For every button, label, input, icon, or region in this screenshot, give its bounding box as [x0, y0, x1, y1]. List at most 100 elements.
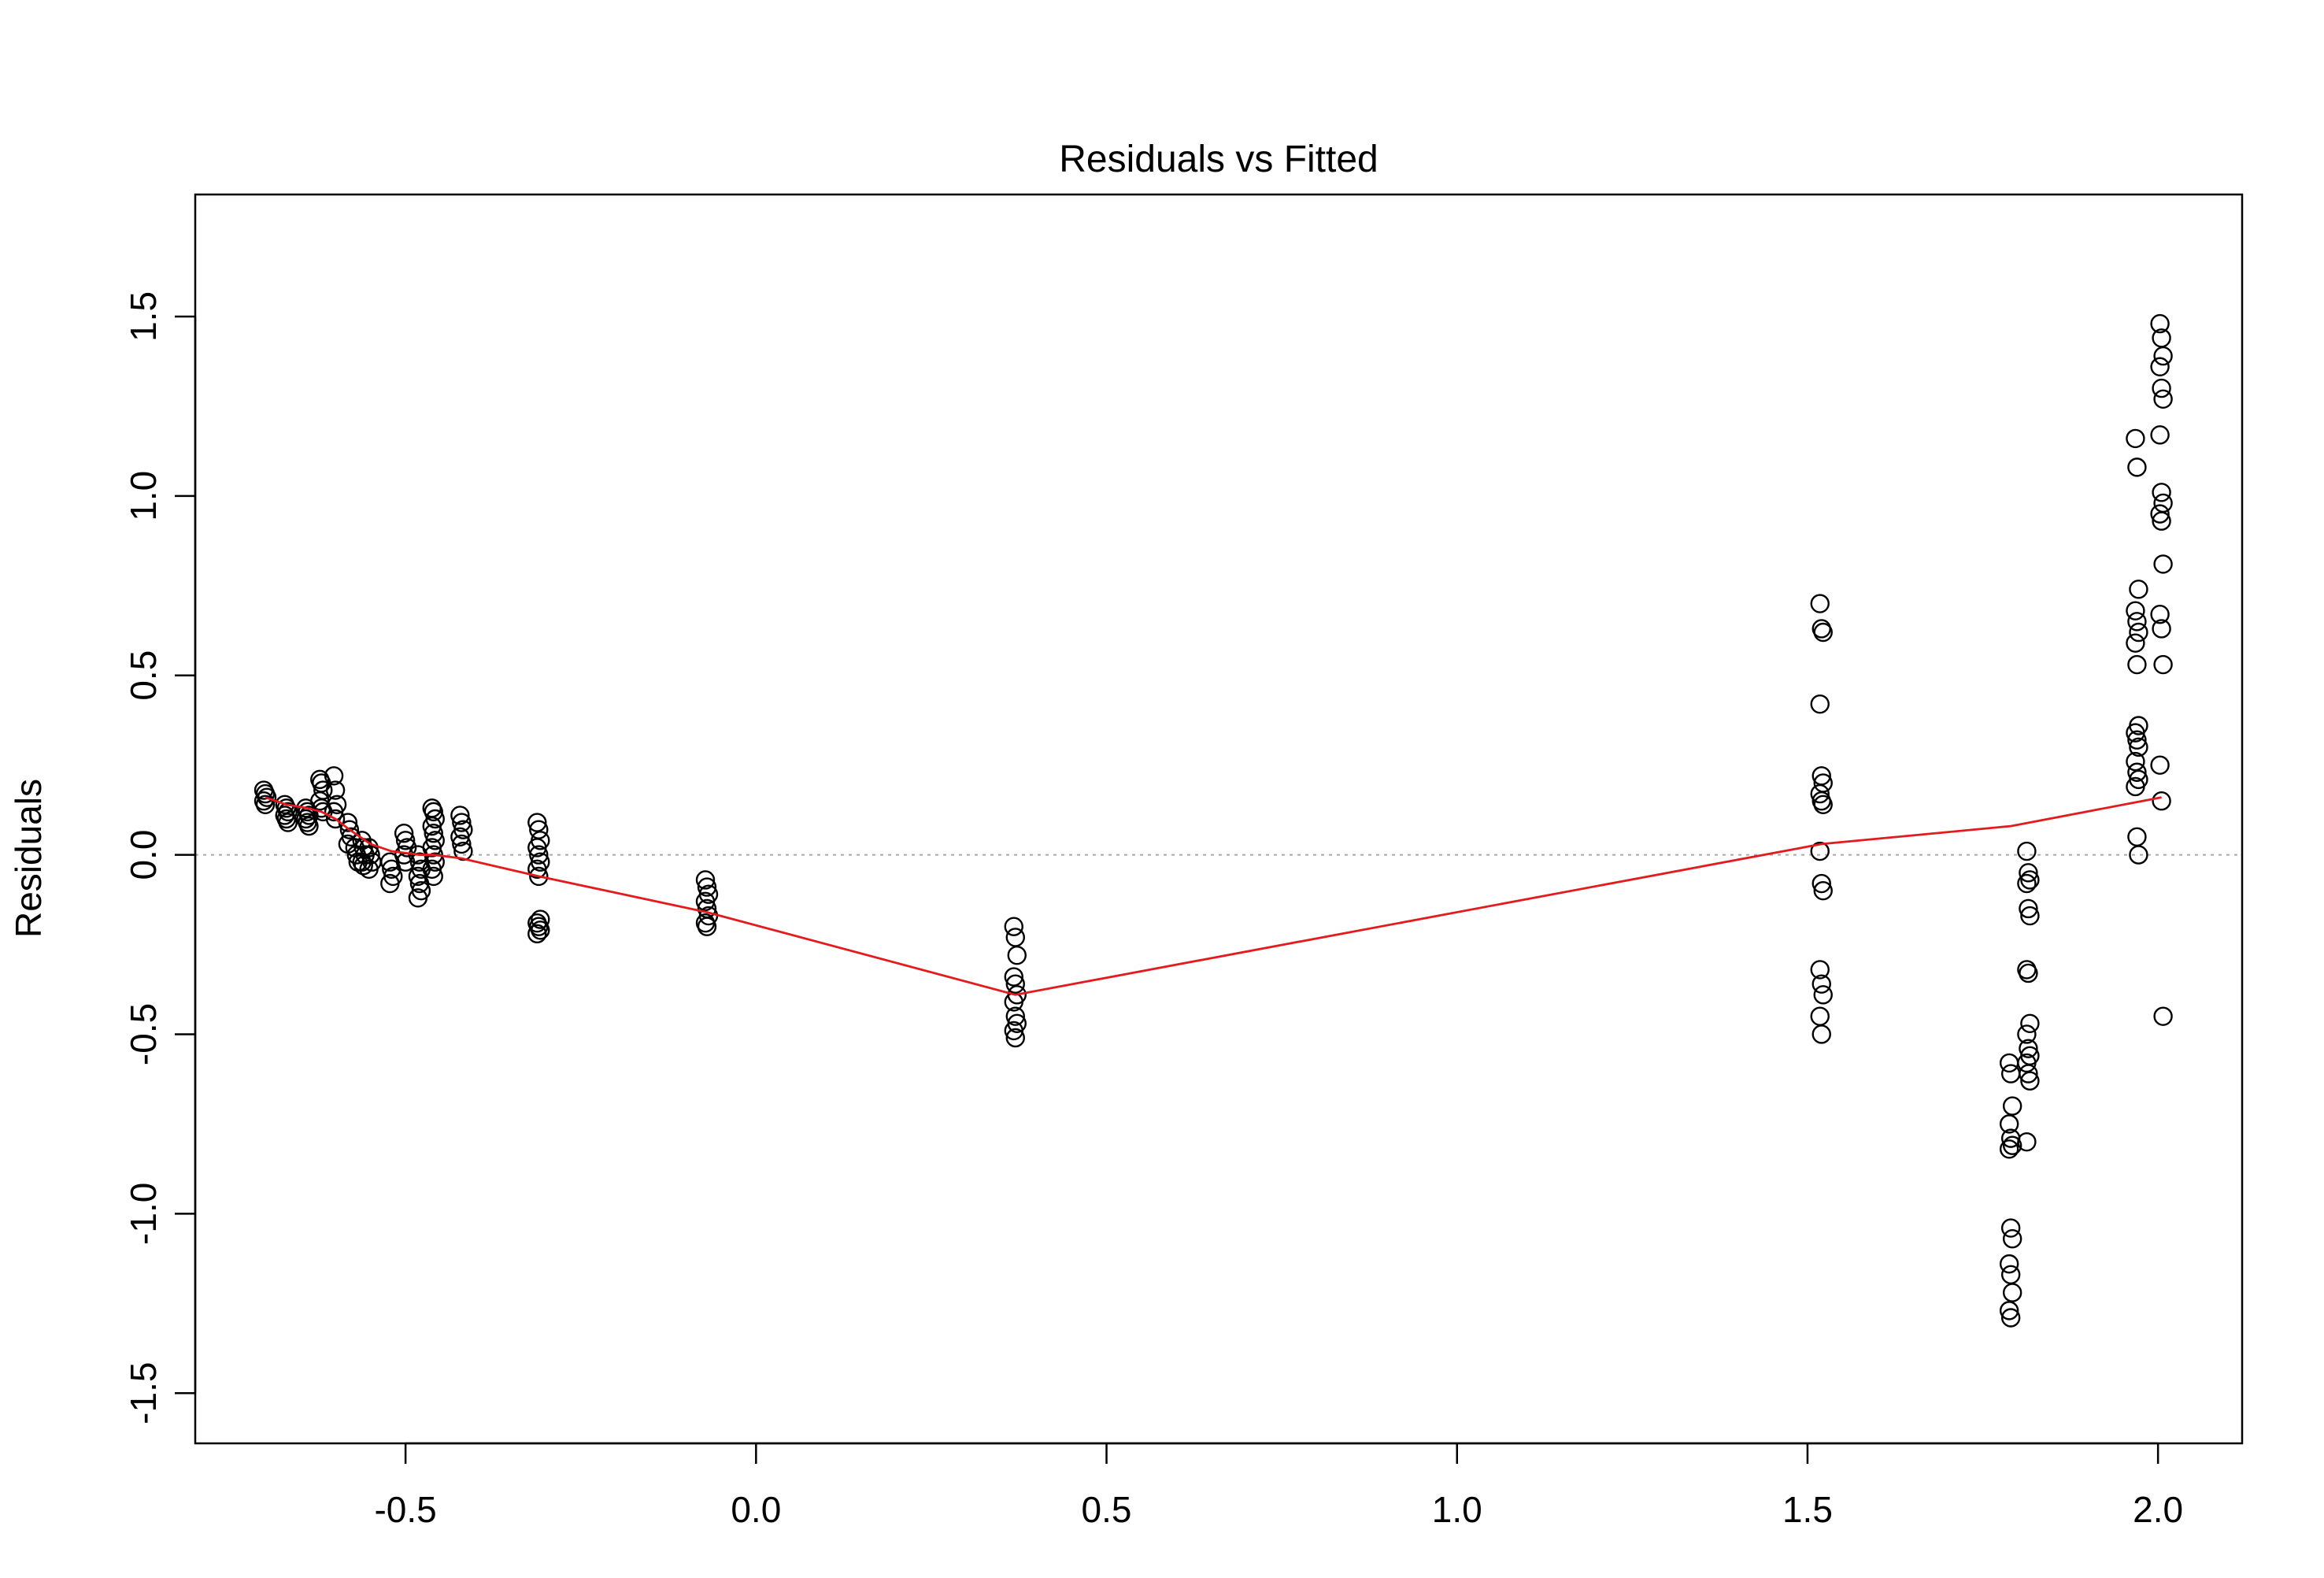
- smooth-trend-line: [265, 796, 2162, 996]
- residual-point: [2153, 554, 2173, 574]
- y-axis: -1.5 -1.0 -0.5 0.0 0.5 1.0 1.5: [123, 291, 197, 1424]
- residual-point: [695, 891, 716, 912]
- residual-point: [531, 909, 550, 929]
- residual-point: [325, 809, 346, 829]
- residual-point: [2000, 1308, 2021, 1328]
- residual-point: [2002, 1135, 2022, 1155]
- residual-point: [697, 877, 717, 897]
- residual-point: [2127, 654, 2147, 675]
- residual-point: [2020, 906, 2040, 926]
- residual-point: [2019, 1064, 2038, 1083]
- residual-point: [2019, 898, 2038, 919]
- residual-point: [1811, 1024, 1831, 1044]
- residual-point: [408, 888, 428, 908]
- residual-point: [452, 834, 472, 854]
- residual-point: [2017, 1132, 2037, 1152]
- y-tick-label: 0.0: [123, 830, 164, 880]
- residual-point: [353, 856, 373, 876]
- residual-point: [2153, 1006, 2173, 1026]
- residual-point: [395, 831, 416, 850]
- plot-frame: [194, 193, 2244, 1445]
- residual-point: [2152, 378, 2171, 398]
- residual-point: [2017, 1024, 2037, 1044]
- y-tick-label: -0.5: [123, 1003, 164, 1065]
- residual-point: [1811, 974, 1831, 994]
- residual-point: [352, 831, 372, 850]
- residual-point: [529, 845, 549, 865]
- x-tick-label: 2.0: [2133, 1489, 2183, 1530]
- residual-point: [422, 838, 442, 858]
- y-tick-label: -1.0: [123, 1183, 164, 1245]
- residual-point: [1810, 841, 1830, 861]
- residual-point: [424, 824, 443, 843]
- residual-point: [324, 802, 344, 822]
- residual-point: [2126, 601, 2145, 620]
- residual-point: [2002, 1229, 2022, 1249]
- residual-point: [424, 802, 443, 822]
- residual-point: [2129, 580, 2148, 599]
- residual-point: [1813, 985, 1833, 1005]
- residual-point: [1810, 694, 1830, 714]
- x-tick-label: 1.0: [1432, 1489, 1482, 1530]
- residual-point: [527, 813, 547, 832]
- residual-point: [394, 824, 414, 843]
- residual-point: [527, 924, 547, 944]
- residual-point: [2019, 963, 2038, 983]
- residual-point: [2127, 612, 2147, 632]
- residual-point: [380, 873, 400, 894]
- residual-point: [278, 802, 298, 822]
- x-tick-label: 0.5: [1082, 1489, 1132, 1530]
- residual-point: [2126, 751, 2145, 772]
- residual-point: [1007, 945, 1027, 965]
- residual-point: [527, 838, 547, 858]
- residual-point: [2017, 841, 2037, 861]
- residual-point: [1810, 783, 1830, 804]
- residual-point: [1999, 1139, 2019, 1159]
- y-tick-label: 0.5: [123, 650, 164, 701]
- residual-point: [1005, 1006, 1025, 1026]
- residual-point: [1999, 1254, 2019, 1274]
- residual-points: [253, 313, 2173, 1328]
- residual-point: [2019, 1039, 2038, 1058]
- residual-point: [359, 838, 379, 858]
- residual-point: [2129, 845, 2148, 865]
- residual-point: [2000, 1218, 2021, 1238]
- residual-point: [2152, 511, 2171, 531]
- residual-point: [2150, 425, 2170, 445]
- residual-point: [299, 816, 319, 836]
- residual-point: [2150, 605, 2170, 624]
- residual-point: [2152, 791, 2171, 811]
- residual-point: [1813, 622, 1833, 643]
- chart-title: Residuals vs Fitted: [1059, 139, 1378, 180]
- residual-point: [422, 859, 442, 880]
- residual-point: [278, 813, 298, 832]
- residual-point: [1004, 967, 1023, 987]
- residual-point: [2126, 723, 2145, 743]
- residual-point: [257, 787, 277, 807]
- y-tick-label: -1.5: [123, 1362, 164, 1424]
- residual-point: [450, 827, 470, 846]
- residual-point: [2152, 483, 2171, 502]
- residual-point: [1999, 1114, 2019, 1134]
- y-tick-label: 1.5: [123, 291, 164, 342]
- x-axis: -0.5 0.0 0.5 1.0 1.5 2.0: [374, 1442, 2183, 1530]
- residual-point: [2129, 737, 2148, 758]
- residual-point: [2129, 622, 2148, 643]
- residual-point: [2017, 1053, 2037, 1073]
- residual-point: [359, 859, 379, 880]
- residual-point: [2153, 389, 2173, 409]
- residual-point: [2127, 457, 2147, 477]
- residual-point: [697, 917, 717, 936]
- residual-point: [2002, 1283, 2022, 1302]
- residual-point: [2019, 863, 2038, 883]
- residual-point: [2150, 357, 2170, 376]
- residual-point: [2126, 633, 2145, 653]
- residual-point: [452, 813, 472, 832]
- residual-point: [324, 766, 344, 786]
- residual-point: [2150, 313, 2170, 334]
- residual-point: [527, 859, 547, 880]
- residual-point: [529, 866, 549, 887]
- residual-point: [2020, 1013, 2040, 1033]
